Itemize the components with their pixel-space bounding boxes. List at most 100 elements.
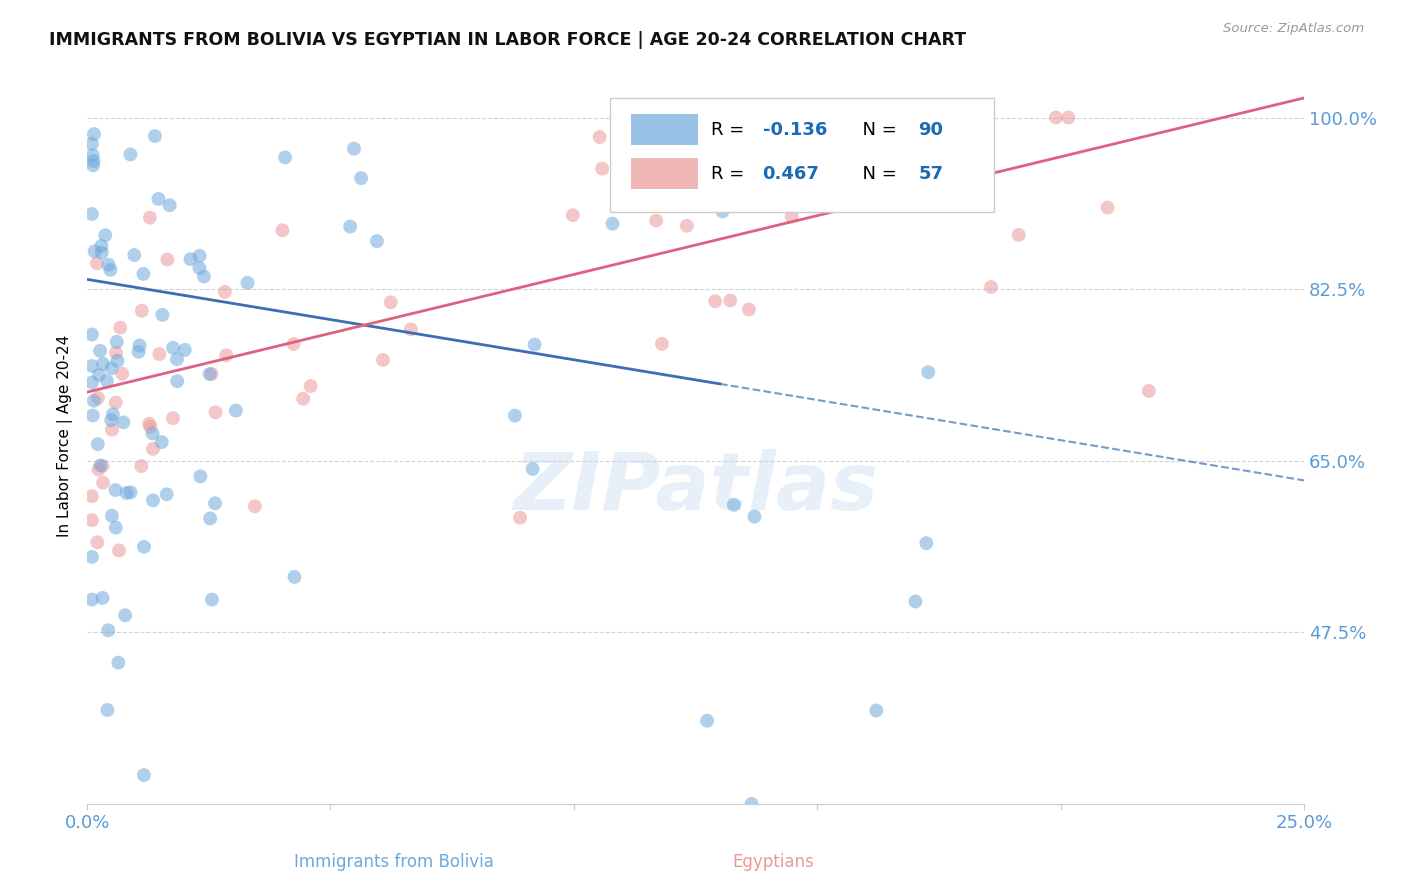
Point xyxy=(198,511,221,525)
Point xyxy=(107,353,129,368)
Point xyxy=(80,207,103,221)
Point xyxy=(522,462,544,476)
Point xyxy=(80,513,103,527)
Point xyxy=(105,345,128,359)
Point xyxy=(97,624,120,638)
Point xyxy=(114,608,136,623)
Point xyxy=(101,508,124,523)
Point xyxy=(696,714,718,728)
Text: ZIPatlas: ZIPatlas xyxy=(513,449,879,527)
Point xyxy=(509,510,531,524)
FancyBboxPatch shape xyxy=(631,114,697,145)
Point xyxy=(676,219,699,233)
Point xyxy=(159,198,181,212)
Point xyxy=(131,458,153,473)
Point xyxy=(780,210,803,224)
Point xyxy=(91,591,114,605)
Point xyxy=(80,592,103,607)
Point xyxy=(142,493,165,508)
Text: R =: R = xyxy=(711,165,751,183)
Point xyxy=(179,252,201,267)
Point xyxy=(283,337,305,351)
Point xyxy=(138,417,160,431)
Point xyxy=(648,111,671,125)
Point xyxy=(139,211,162,225)
Point xyxy=(236,276,259,290)
Point xyxy=(100,361,122,376)
Point xyxy=(718,293,741,308)
Point xyxy=(86,256,108,270)
Point xyxy=(87,368,110,382)
Text: R =: R = xyxy=(711,120,751,138)
Point xyxy=(299,379,322,393)
Point xyxy=(120,485,142,500)
Point xyxy=(139,419,162,434)
Point xyxy=(83,393,105,408)
Point xyxy=(110,320,132,334)
Point xyxy=(588,130,610,145)
Point xyxy=(1045,111,1067,125)
Point xyxy=(124,248,146,262)
Point xyxy=(350,171,373,186)
Point xyxy=(339,219,361,234)
Point xyxy=(865,704,887,718)
Point xyxy=(96,374,118,388)
Point xyxy=(83,244,105,259)
Point xyxy=(91,357,114,371)
Point xyxy=(366,234,388,248)
Point xyxy=(80,327,103,342)
Point xyxy=(1008,227,1031,242)
Text: N =: N = xyxy=(852,120,903,138)
Y-axis label: In Labor Force | Age 20-24: In Labor Force | Age 20-24 xyxy=(58,335,73,537)
Point xyxy=(662,111,685,125)
Point xyxy=(200,367,222,381)
Point xyxy=(142,442,165,456)
Point xyxy=(225,403,247,417)
Point xyxy=(111,367,134,381)
Point xyxy=(188,249,211,263)
Point xyxy=(80,359,103,373)
Point xyxy=(651,337,673,351)
Point xyxy=(87,391,110,405)
Point xyxy=(198,367,221,381)
Point xyxy=(811,112,834,126)
Point xyxy=(1137,384,1160,398)
Point xyxy=(150,435,173,450)
Point xyxy=(271,223,294,237)
Point xyxy=(201,592,224,607)
Point xyxy=(82,409,104,423)
Text: 90: 90 xyxy=(918,120,943,138)
Point xyxy=(90,239,112,253)
Text: Immigrants from Bolivia: Immigrants from Bolivia xyxy=(294,853,494,871)
Point xyxy=(132,768,155,782)
Point xyxy=(91,475,114,490)
Point xyxy=(740,797,762,811)
Point xyxy=(80,489,103,503)
Point xyxy=(80,549,103,564)
Point xyxy=(1097,201,1119,215)
Point xyxy=(645,213,668,227)
Point xyxy=(90,245,112,260)
Point xyxy=(704,294,727,309)
Point xyxy=(87,462,110,476)
Text: IMMIGRANTS FROM BOLIVIA VS EGYPTIAN IN LABOR FORCE | AGE 20-24 CORRELATION CHART: IMMIGRANTS FROM BOLIVIA VS EGYPTIAN IN L… xyxy=(49,31,966,49)
Point xyxy=(107,656,129,670)
Point xyxy=(371,353,394,368)
Point xyxy=(89,458,111,473)
Text: Source: ZipAtlas.com: Source: ZipAtlas.com xyxy=(1223,22,1364,36)
Point xyxy=(148,347,170,361)
Point xyxy=(148,192,170,206)
Point xyxy=(162,411,184,425)
Point xyxy=(204,496,226,510)
Point xyxy=(973,111,995,125)
Point xyxy=(101,423,124,437)
Point xyxy=(292,392,315,406)
Point xyxy=(591,161,613,176)
Point xyxy=(156,487,179,501)
Point xyxy=(91,458,114,473)
Point xyxy=(166,374,188,388)
Point xyxy=(215,348,238,362)
Point xyxy=(193,269,215,284)
Point xyxy=(132,267,155,281)
FancyBboxPatch shape xyxy=(610,98,994,212)
